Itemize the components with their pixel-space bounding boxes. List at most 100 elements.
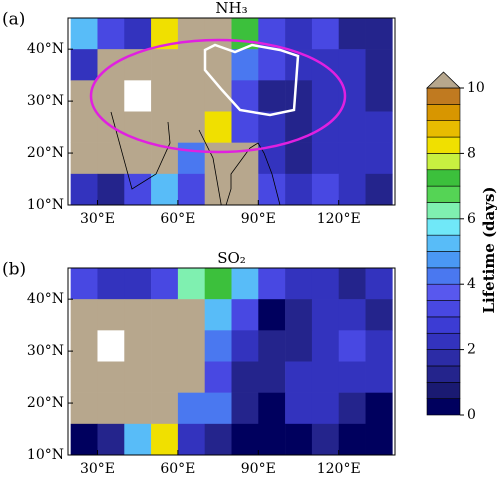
colorbar: 0 2 4 6 8 10 Lifetime (days) xyxy=(426,71,498,423)
grid-cell xyxy=(97,299,125,331)
grid-cell xyxy=(285,18,313,50)
plateau-contour xyxy=(203,43,300,117)
grid-cell xyxy=(70,392,98,425)
colorbar-tick-label: 8 xyxy=(467,145,476,161)
color-swatch xyxy=(426,300,461,318)
grid-cell xyxy=(231,49,259,81)
grid-cell xyxy=(365,111,393,143)
grid-cell xyxy=(151,423,179,456)
grid-cell xyxy=(70,361,98,393)
grid-cell xyxy=(338,268,366,300)
grid-cell xyxy=(338,392,366,425)
grid-cell xyxy=(231,111,259,143)
grid-cell xyxy=(258,392,286,425)
grid-cell xyxy=(204,142,232,175)
grid-cell xyxy=(231,330,259,362)
grid-cell xyxy=(97,361,125,393)
grid-cell xyxy=(70,173,98,206)
colorbar-tick-label: 4 xyxy=(467,276,476,292)
grid-cell xyxy=(177,18,205,50)
grid-cell xyxy=(70,111,98,143)
grid-cell xyxy=(70,299,98,331)
grid-cell xyxy=(365,392,393,425)
grid-cell xyxy=(151,361,179,393)
grid-cell xyxy=(124,18,152,50)
grid-cell xyxy=(151,392,179,425)
grid-cell xyxy=(311,173,340,206)
grid-cell xyxy=(231,392,259,425)
grid-cell xyxy=(338,49,366,81)
grid-cell xyxy=(338,361,366,393)
y-tick-label: 10°N xyxy=(27,197,64,213)
grid-cell xyxy=(177,330,205,362)
x-tick-label: 60°E xyxy=(160,461,195,477)
color-swatch xyxy=(426,316,461,334)
grid-cell xyxy=(97,18,125,50)
grid-cell xyxy=(311,80,340,112)
color-swatch xyxy=(426,349,461,367)
x-tick-label: 30°E xyxy=(80,211,115,227)
y-tick-label: 40°N xyxy=(27,41,64,57)
grid-cell xyxy=(204,423,232,456)
color-swatch xyxy=(426,136,461,154)
color-swatch xyxy=(426,218,461,236)
grid-cell xyxy=(231,142,259,175)
color-swatch xyxy=(426,283,461,301)
grid-cell xyxy=(97,173,125,206)
grid-cell xyxy=(177,268,205,300)
color-swatch xyxy=(426,365,461,383)
grid-cell xyxy=(311,18,340,50)
color-swatch xyxy=(426,398,461,416)
grid-cell xyxy=(365,80,393,112)
grid-cell xyxy=(285,299,313,331)
grid-cell xyxy=(177,392,205,425)
grid-cell xyxy=(204,361,232,393)
color-swatch xyxy=(426,381,461,399)
grid-cell xyxy=(124,299,152,331)
grid-cell xyxy=(258,330,286,362)
color-swatch xyxy=(426,234,461,252)
grid-cell xyxy=(338,111,366,143)
grid-cell xyxy=(285,111,313,143)
x-tick-label: 90°E xyxy=(241,211,276,227)
grid-cell xyxy=(70,142,98,175)
color-swatch xyxy=(426,251,461,269)
panel-title: NH₃ xyxy=(215,0,247,17)
grid-cell xyxy=(285,268,313,300)
grid-cell xyxy=(204,111,232,143)
grid-cell xyxy=(285,392,313,425)
grid-cell xyxy=(177,142,205,175)
grid-cell xyxy=(151,299,179,331)
x-tick-label: 120°E xyxy=(317,461,361,477)
x-tick-label: 90°E xyxy=(241,461,276,477)
grid-cell xyxy=(258,361,286,393)
grid-cell xyxy=(204,268,232,300)
colorbar-tick-label: 2 xyxy=(467,342,476,358)
grid-cell xyxy=(365,299,393,331)
y-tick-label: 40°N xyxy=(27,291,64,307)
overlay-a xyxy=(89,38,347,205)
y-tick-label: 20°N xyxy=(27,395,64,411)
grid-cell xyxy=(97,142,125,175)
grid-cell xyxy=(124,330,152,362)
grid-cell xyxy=(124,392,152,425)
colorbar-tick-label: 10 xyxy=(467,80,485,96)
region-ellipse xyxy=(89,38,347,154)
grid-cell xyxy=(124,49,152,81)
grid-cell xyxy=(338,173,366,206)
grid-cell xyxy=(151,80,179,112)
y-tick-label: 20°N xyxy=(27,145,64,161)
grid-cell xyxy=(311,392,340,425)
color-swatch xyxy=(426,267,461,285)
grid-cell xyxy=(338,423,366,456)
grid-cell xyxy=(285,361,313,393)
grid-cell xyxy=(231,361,259,393)
grid-cell xyxy=(365,49,393,81)
grid-cell xyxy=(97,80,125,112)
grid-cell xyxy=(70,18,98,50)
grid-cell xyxy=(97,268,125,300)
grid-cell xyxy=(151,330,179,362)
x-tick-label: 120°E xyxy=(317,211,361,227)
grid-cell xyxy=(70,49,98,81)
